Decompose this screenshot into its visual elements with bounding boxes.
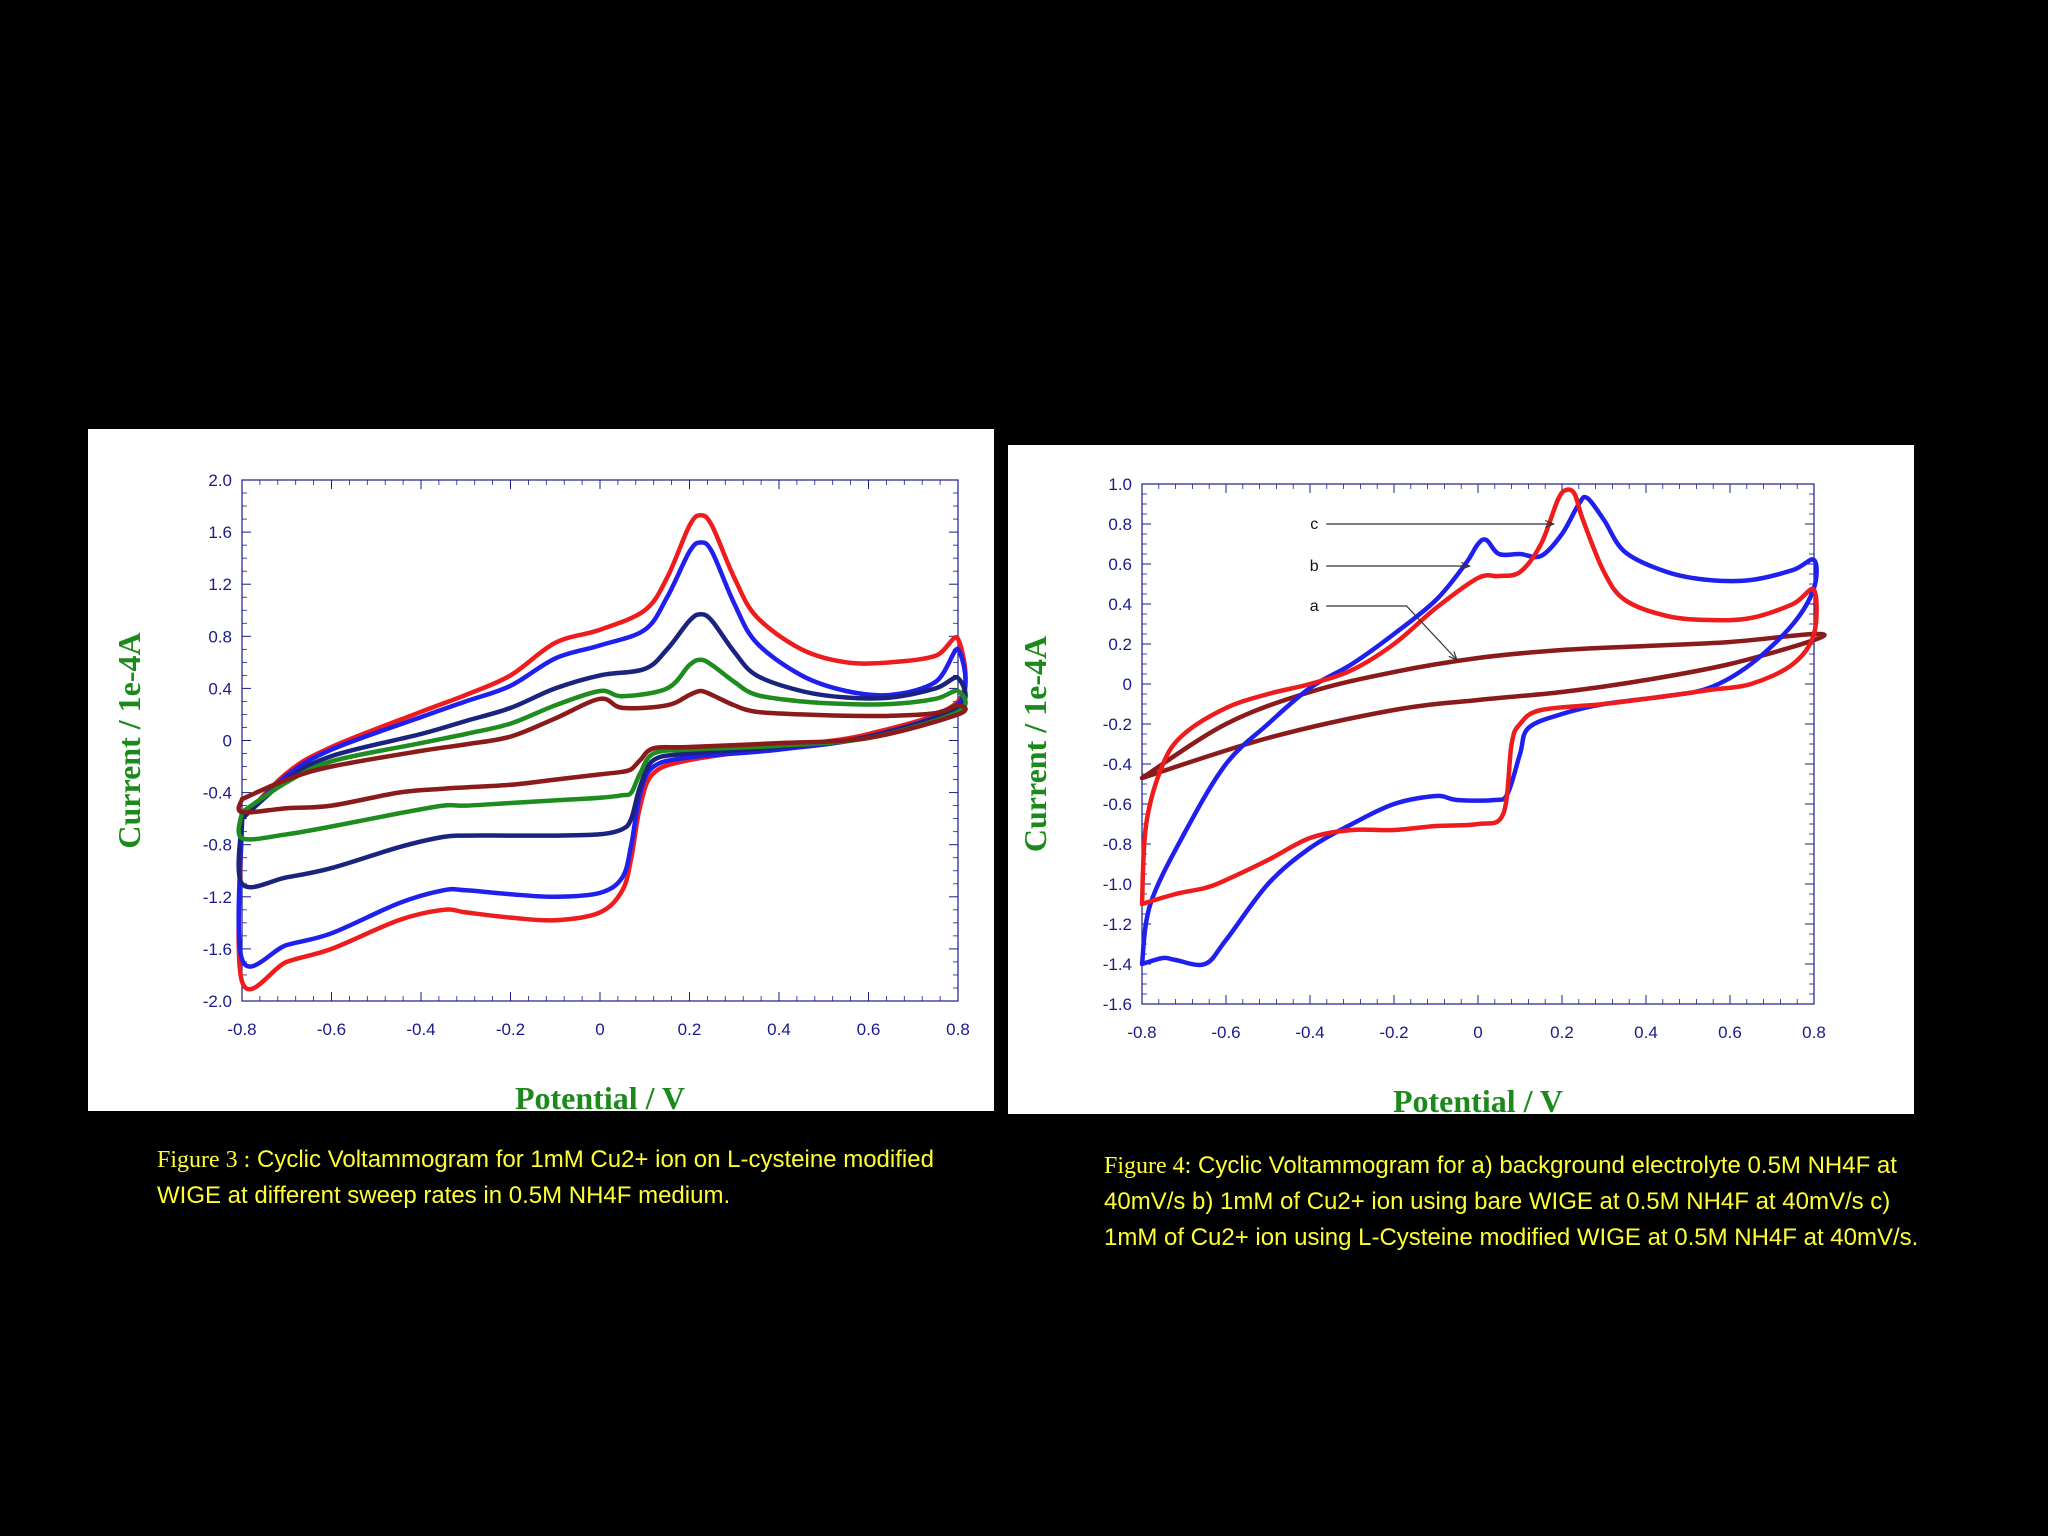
x-tick-label: 0.8 bbox=[1802, 1023, 1826, 1042]
y-tick-label: -0.8 bbox=[203, 836, 232, 855]
y-tick-label: -1.2 bbox=[1103, 915, 1132, 934]
x-axis-title: Potential / V bbox=[1393, 1083, 1563, 1114]
series-line-3 bbox=[236, 657, 968, 842]
figure-3-caption: Figure 3 : Cyclic Voltammogram for 1mM C… bbox=[157, 1142, 957, 1214]
y-tick-label: 1.6 bbox=[208, 523, 232, 542]
figure-3-svg: -0.8 -0.6 -0.4 -0.2 0 0.2 0.4 0.6 0.8 2.0 1.6 1.2 0.… bbox=[111, 471, 970, 1111]
figure-3-caption-number: Figure 3 : bbox=[157, 1147, 251, 1173]
x-tick-label: -0.2 bbox=[1379, 1023, 1408, 1042]
x-tick-label: -0.6 bbox=[317, 1020, 346, 1039]
x-tick-label: -0.8 bbox=[227, 1020, 256, 1039]
x-tick-label: 0 bbox=[595, 1020, 604, 1039]
y-tick-label: 0 bbox=[223, 732, 232, 751]
y-tick-label: 0 bbox=[1123, 675, 1132, 694]
y-axis-title: Current / 1e-4A bbox=[1017, 636, 1053, 852]
series-line-a bbox=[1139, 631, 1827, 781]
y-tick-label: 2.0 bbox=[208, 471, 232, 490]
x-axis-title: Potential / V bbox=[515, 1080, 685, 1111]
leader-arrow-a bbox=[1448, 651, 1459, 662]
series-line-4 bbox=[236, 688, 968, 815]
x-tick-label: 0.8 bbox=[946, 1020, 970, 1039]
y-tick-label: -0.6 bbox=[1103, 795, 1132, 814]
leader-arrow-b bbox=[1461, 561, 1472, 571]
figure-4-chart: -0.8 -0.6 -0.4 -0.2 0 0.2 0.4 0.6 0.8 1.0 0.8 0.6 0.… bbox=[1008, 445, 1914, 1114]
y-tick-label: 0.8 bbox=[208, 627, 232, 646]
x-tick-label: 0.2 bbox=[678, 1020, 702, 1039]
x-tick-label: 0.4 bbox=[767, 1020, 791, 1039]
y-tick-label: 0.4 bbox=[1108, 595, 1132, 614]
y-tick-label: 1.2 bbox=[208, 575, 232, 594]
y-tick-label: -0.8 bbox=[1103, 835, 1132, 854]
y-tick-label: -1.4 bbox=[1103, 955, 1132, 974]
y-tick-label: 0.6 bbox=[1108, 555, 1132, 574]
x-tick-label: -0.8 bbox=[1127, 1023, 1156, 1042]
x-tick-label: -0.2 bbox=[496, 1020, 525, 1039]
y-tick-label: -0.2 bbox=[1103, 715, 1132, 734]
y-tick-label: -1.2 bbox=[203, 888, 232, 907]
x-tick-label: -0.4 bbox=[1295, 1023, 1324, 1042]
y-tick-label: -1.6 bbox=[1103, 995, 1132, 1014]
y-tick-label: 0.4 bbox=[208, 679, 232, 698]
x-tick-label: 0 bbox=[1473, 1023, 1482, 1042]
series-line-2 bbox=[236, 611, 968, 890]
y-tick-label: -1.6 bbox=[203, 940, 232, 959]
y-tick-label: -0.4 bbox=[1103, 755, 1132, 774]
x-tick-label: 0.2 bbox=[1550, 1023, 1574, 1042]
x-tick-label: -0.6 bbox=[1211, 1023, 1240, 1042]
y-tick-label: -0.4 bbox=[203, 784, 232, 803]
x-tick-label: 0.6 bbox=[1718, 1023, 1742, 1042]
series-line-b bbox=[1139, 494, 1819, 968]
figure-3-chart: -0.8 -0.6 -0.4 -0.2 0 0.2 0.4 0.6 0.8 2.0 1.6 1.2 0.… bbox=[88, 429, 994, 1111]
figure-3-caption-text: Cyclic Voltammogram for 1mM Cu2+ ion on … bbox=[157, 1146, 934, 1209]
series-line-1 bbox=[236, 540, 968, 969]
figure-4-svg: -0.8 -0.6 -0.4 -0.2 0 0.2 0.4 0.6 0.8 1.0 0.8 0.6 0.… bbox=[1017, 475, 1827, 1114]
series-line-0 bbox=[236, 512, 968, 992]
figure-4-caption-text: Cyclic Voltammogram for a) background el… bbox=[1104, 1152, 1919, 1251]
x-tick-label: -0.4 bbox=[406, 1020, 435, 1039]
x-tick-label: 0.6 bbox=[857, 1020, 881, 1039]
y-axis-title: Current / 1e-4A bbox=[111, 632, 147, 848]
figure-4-caption-number: Figure 4: bbox=[1104, 1153, 1192, 1179]
figure-4-caption: Figure 4: Cyclic Voltammogram for a) bac… bbox=[1104, 1148, 1934, 1256]
y-tick-label: -1.0 bbox=[1103, 875, 1132, 894]
leader-line-a bbox=[1326, 605, 1458, 661]
curve-label-c: c bbox=[1310, 516, 1318, 533]
curve-label-a: a bbox=[1310, 598, 1319, 615]
y-tick-label: 0.2 bbox=[1108, 635, 1132, 654]
leader-arrow-c bbox=[1545, 519, 1556, 529]
x-tick-label: 0.4 bbox=[1634, 1023, 1658, 1042]
y-tick-label: 0.8 bbox=[1108, 515, 1132, 534]
curve-label-b: b bbox=[1310, 558, 1319, 575]
series-line-c bbox=[1139, 487, 1819, 907]
y-tick-label: -2.0 bbox=[203, 992, 232, 1011]
y-tick-label: 1.0 bbox=[1108, 475, 1132, 494]
